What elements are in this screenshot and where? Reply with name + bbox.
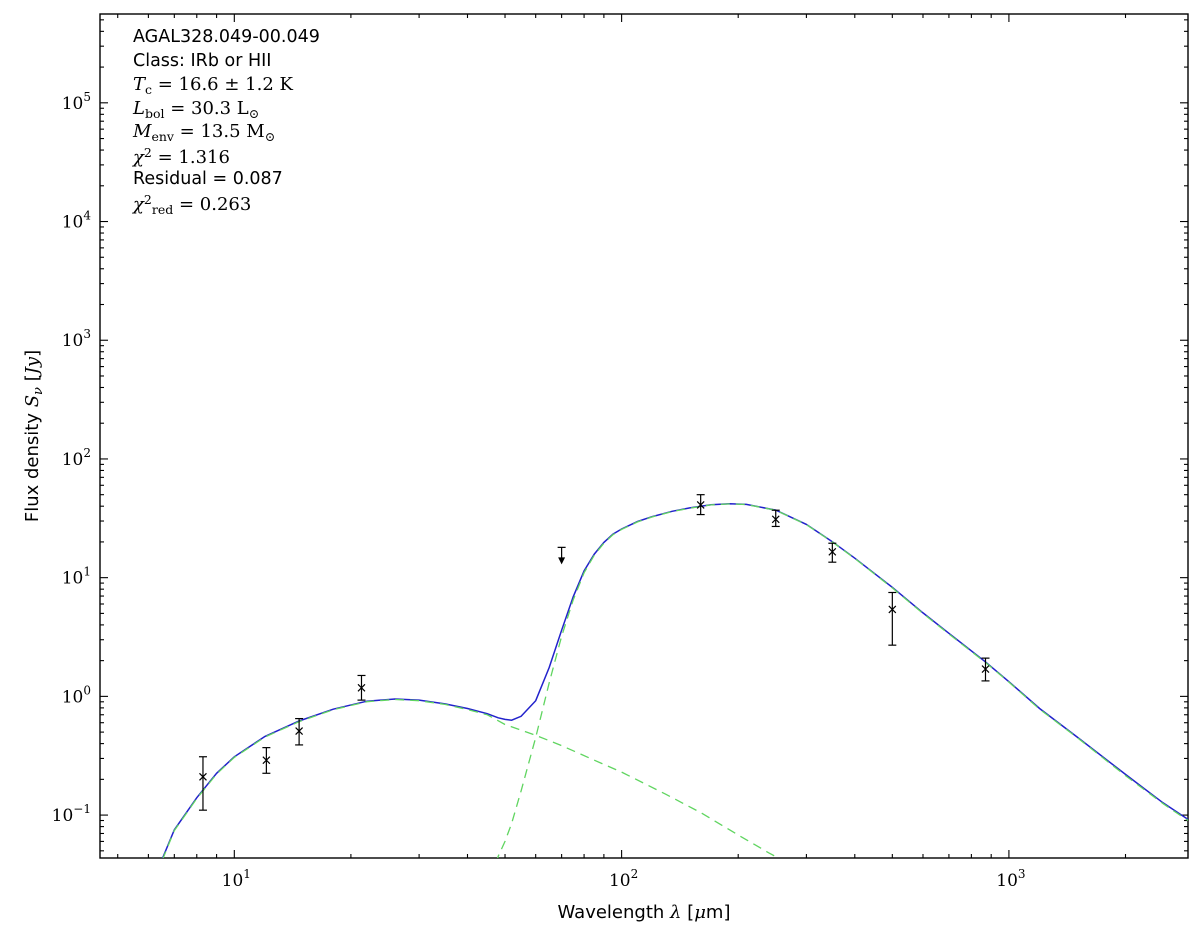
annotation-line: χ2 = 1.316 — [133, 144, 230, 168]
curve-total-model — [161, 503, 1188, 858]
data-point — [828, 542, 837, 563]
data-point — [198, 756, 207, 811]
svg-text:101: 101 — [222, 867, 251, 891]
axes-frame — [99, 13, 1189, 859]
axis-titles: Wavelength λ [μm] Flux density Sν [Jy] — [22, 350, 730, 923]
data-points — [198, 494, 990, 811]
annotation-line: AGAL328.049-00.049 — [133, 27, 320, 47]
svg-text:103: 103 — [996, 867, 1025, 891]
data-point — [888, 591, 897, 646]
annotation-line: Residual = 0.087 — [133, 168, 283, 189]
data-point — [771, 509, 780, 528]
data-point — [262, 747, 271, 774]
svg-text:101: 101 — [62, 565, 91, 589]
annotation-line: Tc = 16.6 ± 1.2 K — [133, 74, 293, 98]
data-point — [295, 717, 304, 746]
annotation-line: Class: IRb or HII — [133, 50, 272, 71]
annotation-line: Menv = 13.5 M⊙ — [133, 121, 276, 145]
svg-text:105: 105 — [62, 90, 91, 114]
svg-text:104: 104 — [62, 209, 92, 233]
fit-annotations: AGAL328.049-00.049 Class: IRb or HII Tc = … — [133, 27, 320, 218]
upper-limit-marker — [557, 546, 566, 565]
data-point — [357, 674, 366, 701]
svg-text:Wavelength λ [μm]: Wavelength λ [μm] — [558, 902, 731, 923]
model-curves — [161, 503, 1188, 858]
data-point — [696, 494, 705, 516]
curve-cold-component — [496, 503, 1188, 858]
curve-warm-component — [162, 698, 780, 858]
svg-text:103: 103 — [62, 327, 91, 351]
svg-text:100: 100 — [62, 683, 91, 707]
data-point — [981, 657, 990, 682]
annotation-line: Lbol = 30.3 L⊙ — [133, 97, 260, 121]
svg-text:102: 102 — [62, 446, 91, 470]
tick-labels: 101 102 103 10−1 100 101 102 103 104 105 — [52, 90, 1026, 891]
svg-text:10−1: 10−1 — [52, 802, 91, 826]
annotation-line: χ2red = 0.263 — [133, 192, 252, 218]
svg-text:102: 102 — [609, 867, 638, 891]
svg-text:Flux density Sν [Jy]: Flux density Sν [Jy] — [22, 350, 46, 522]
